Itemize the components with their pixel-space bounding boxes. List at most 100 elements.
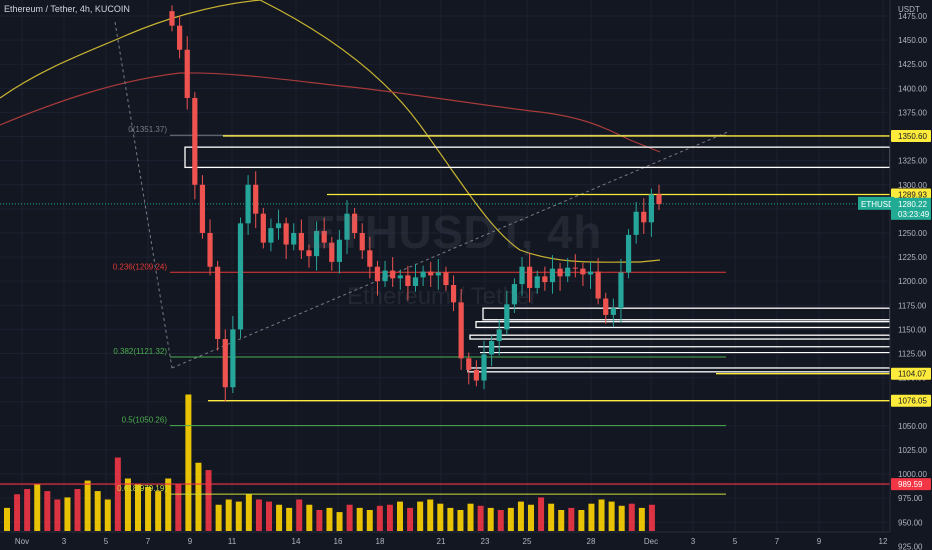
watermark-symbol: ETHUSDT, 4h — [305, 206, 602, 258]
candle-body — [587, 271, 594, 275]
candle-body — [260, 213, 266, 243]
candle-body — [641, 211, 647, 223]
volume-bar — [638, 507, 645, 531]
y-tick-label: 1250.00 — [898, 229, 927, 238]
volume-bar — [124, 478, 131, 531]
volume-bar — [346, 504, 353, 531]
candle-body — [169, 11, 175, 26]
y-tick-label: 1300.00 — [898, 181, 927, 190]
candle-body — [542, 276, 548, 283]
candle-body — [237, 223, 244, 330]
current-symbol-tag-bg — [858, 196, 894, 210]
candle-body — [405, 275, 411, 287]
candle-body — [382, 270, 388, 282]
y-tick-label: 975.00 — [898, 494, 923, 503]
ma-yellow-line — [0, 0, 661, 263]
candle-body — [222, 339, 228, 388]
y-tick-label: 925.00 — [898, 542, 923, 550]
candle-body — [313, 231, 320, 257]
candle-body — [291, 232, 297, 245]
price-tag-label: 989.59 — [898, 480, 923, 489]
candle-body — [275, 223, 282, 229]
volume-bar — [386, 504, 393, 531]
price-tag-label: 1350.60 — [898, 132, 927, 141]
candle-body — [450, 285, 457, 303]
volume-bar — [205, 470, 212, 531]
candle-body — [374, 266, 381, 282]
fib-level-label: 0.618(979.19) — [117, 484, 167, 493]
candle-body — [610, 308, 616, 315]
volume-bar — [397, 501, 403, 531]
x-tick-label: 23 — [481, 537, 490, 546]
volume-bar — [306, 504, 313, 531]
candle-body — [192, 97, 198, 185]
candle-body — [268, 228, 274, 243]
x-tick-label: 5 — [733, 537, 738, 546]
volume-bar — [155, 491, 162, 531]
y-tick-label: 1025.00 — [898, 446, 927, 455]
volume-bar — [356, 507, 363, 531]
y-tick-label: 1125.00 — [898, 350, 927, 359]
x-tick-label: 3 — [62, 537, 67, 546]
volume-bar — [74, 489, 81, 531]
candle-body — [390, 270, 396, 279]
volume-bar — [467, 503, 474, 531]
volume-bar — [407, 507, 414, 531]
candle-body — [207, 232, 213, 267]
price-tag-label: 1289.93 — [898, 190, 927, 199]
volume-bar — [145, 486, 152, 531]
y-tick-label: 1000.00 — [898, 470, 927, 479]
y-tick-label: 1200.00 — [898, 277, 927, 286]
candle-body — [306, 250, 312, 257]
candle-body — [625, 234, 632, 273]
trendline-diagonal — [171, 130, 731, 369]
volume-bar — [14, 494, 21, 531]
candle-body — [321, 231, 327, 243]
volume-bar — [165, 478, 172, 531]
volume-bar — [497, 510, 504, 531]
volume-bar — [417, 501, 424, 531]
candle-body — [435, 272, 441, 276]
candle-body — [595, 271, 601, 299]
volume-bar — [195, 462, 202, 531]
symbol-header[interactable]: Ethereum / Tether, 4h, KUCOIN — [4, 4, 130, 14]
volume-bar — [296, 499, 303, 531]
y-tick-label: 1050.00 — [898, 422, 927, 431]
volume-bar — [24, 489, 31, 531]
x-tick-label: 12 — [879, 537, 888, 546]
price-tag-label: 1076.05 — [898, 397, 927, 406]
y-tick-label: 1325.00 — [898, 157, 927, 166]
volume-bar — [437, 503, 444, 531]
candle-body — [428, 271, 434, 276]
candle-body — [344, 213, 350, 240]
candle-body — [496, 329, 502, 341]
volume-bar — [255, 499, 262, 531]
candle-body — [352, 213, 358, 233]
price-tag-bg — [891, 367, 931, 380]
volume-bar — [477, 505, 484, 531]
candle-body — [245, 184, 251, 224]
volume-bar — [84, 480, 91, 531]
volume-bar — [507, 507, 514, 531]
candle-body — [412, 277, 419, 287]
volume-bar — [175, 483, 182, 531]
volume-bar — [316, 510, 323, 531]
fib-level-label: 0.236(1209.24) — [113, 262, 168, 271]
fib-level-label: 0(1351.37) — [128, 125, 167, 134]
volume-bar — [225, 499, 232, 531]
current-price-label: 1280.22 — [898, 200, 927, 209]
candle-body — [215, 266, 221, 340]
x-tick-label: 9 — [817, 537, 822, 546]
candle-body — [580, 268, 586, 275]
x-tick-label: 28 — [587, 537, 596, 546]
countdown-label: 03:23:49 — [898, 210, 930, 219]
volume-bar — [588, 503, 595, 531]
candle-body — [618, 272, 624, 309]
x-tick-label: 7 — [775, 537, 780, 546]
candle-body — [488, 340, 495, 355]
y-tick-label: 1425.00 — [898, 60, 927, 69]
volume-bar — [618, 505, 625, 531]
candle-body — [572, 267, 578, 269]
